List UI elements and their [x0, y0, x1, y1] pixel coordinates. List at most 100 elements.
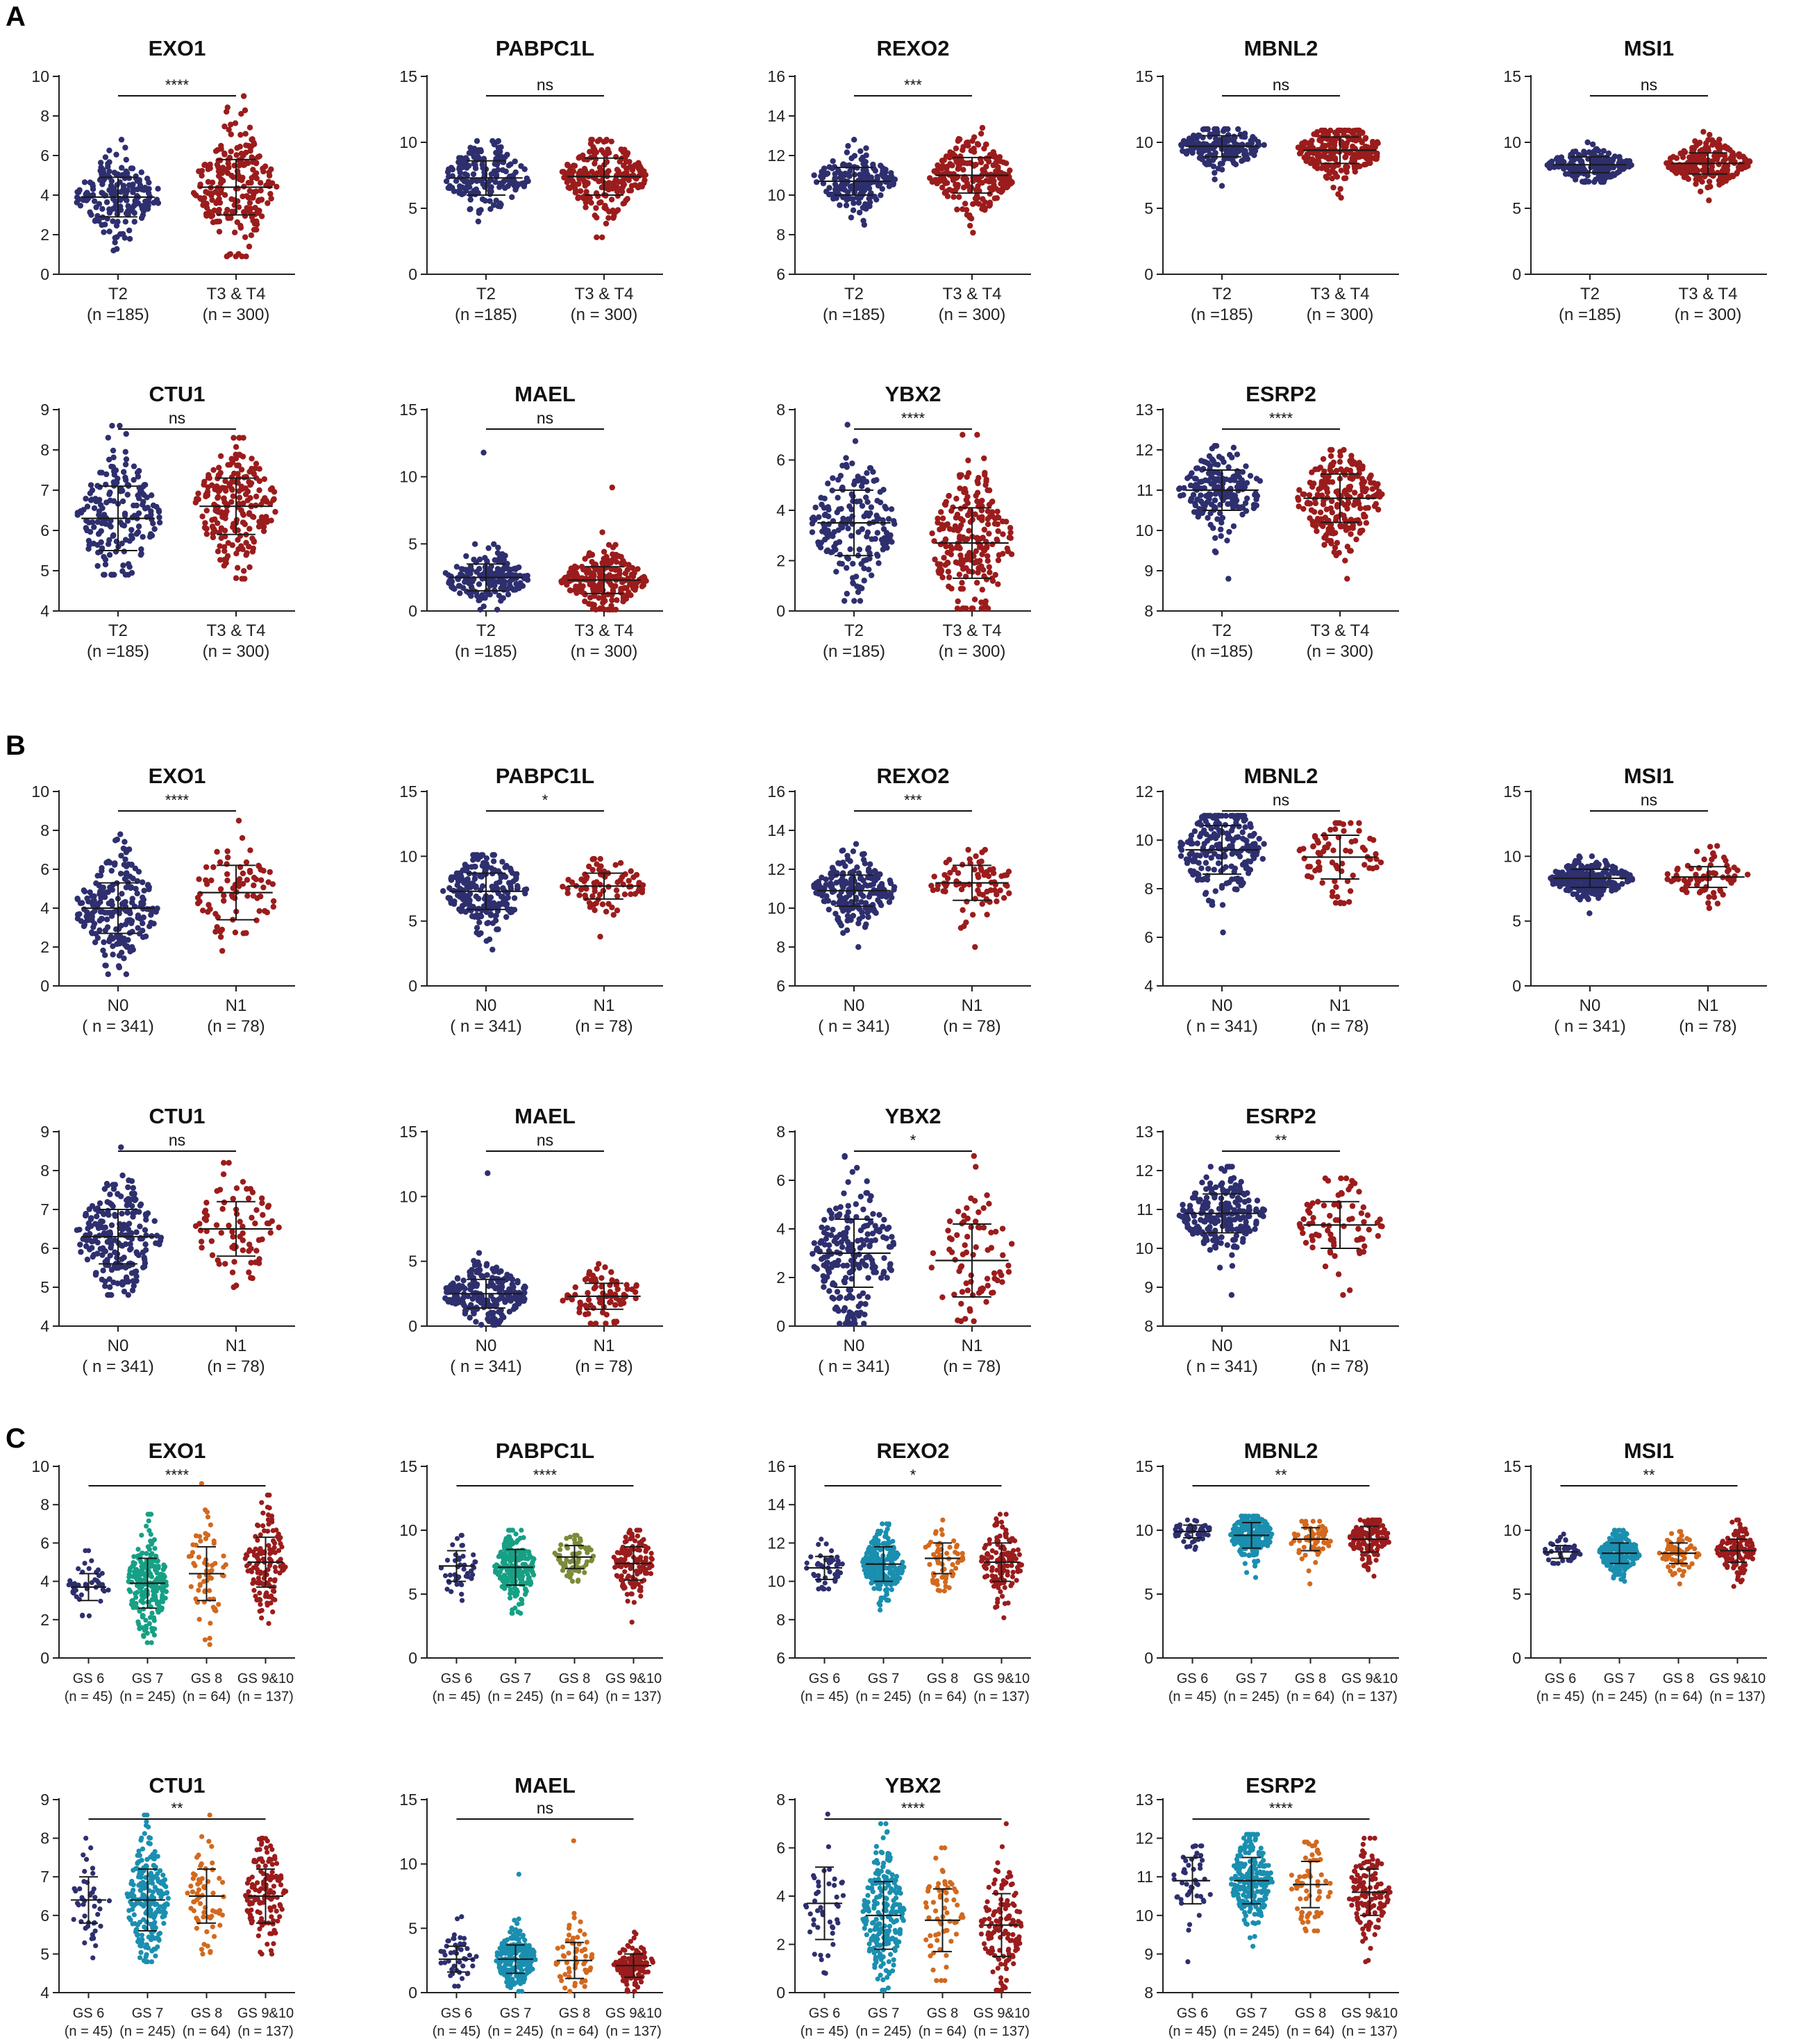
- data-point: [582, 555, 588, 562]
- y-tick-label: 4: [40, 899, 49, 917]
- y-tick-label: 15: [399, 401, 417, 419]
- data-point: [140, 879, 146, 885]
- y-tick-label: 10: [31, 67, 49, 85]
- data-point: [870, 469, 876, 475]
- data-point: [460, 896, 466, 903]
- data-point: [824, 547, 831, 553]
- group-points-t2: [74, 137, 162, 253]
- data-point: [144, 175, 151, 182]
- data-point: [974, 478, 980, 485]
- data-point: [1318, 485, 1324, 491]
- data-point: [445, 185, 451, 191]
- y-tick-label: 14: [767, 107, 785, 125]
- data-point: [217, 859, 224, 866]
- data-point: [99, 221, 105, 228]
- data-point: [632, 182, 638, 188]
- data-point: [974, 140, 981, 147]
- data-point: [1716, 161, 1722, 167]
- data-point: [224, 848, 231, 855]
- data-point: [105, 971, 111, 978]
- data-point: [474, 569, 480, 575]
- data-point: [96, 882, 103, 889]
- data-point: [1734, 169, 1741, 176]
- data-point: [621, 200, 628, 206]
- data-point: [265, 200, 271, 206]
- x-tick-label: T2: [844, 285, 864, 303]
- data-point: [861, 578, 867, 584]
- data-point: [841, 598, 848, 604]
- data-point: [589, 169, 595, 175]
- data-point: [120, 562, 126, 569]
- data-point: [219, 165, 226, 171]
- y-tick-label: 8: [40, 821, 49, 839]
- data-point: [603, 908, 610, 915]
- data-point: [142, 202, 149, 208]
- data-point: [256, 907, 262, 914]
- data-point: [231, 435, 237, 441]
- data-point: [1261, 142, 1267, 149]
- data-point: [192, 499, 199, 505]
- data-point: [243, 474, 249, 480]
- data-point: [590, 855, 597, 862]
- data-point: [471, 541, 478, 547]
- data-point: [480, 176, 486, 183]
- data-point: [1359, 480, 1365, 487]
- data-point: [253, 502, 259, 509]
- data-point: [483, 866, 489, 873]
- data-point: [1349, 156, 1356, 162]
- data-point: [240, 519, 246, 526]
- data-point: [113, 151, 119, 158]
- x-tick-sample-size: (n = 300): [571, 305, 638, 324]
- data-point: [140, 499, 146, 505]
- y-tick-label: 2: [776, 552, 785, 570]
- data-point: [944, 169, 950, 175]
- data-point: [484, 920, 490, 927]
- x-tick-label: T2: [476, 285, 496, 303]
- data-point: [234, 564, 241, 571]
- data-point: [1725, 174, 1732, 181]
- data-point: [816, 542, 822, 548]
- data-point: [105, 435, 112, 441]
- data-point: [985, 521, 991, 528]
- data-point: [974, 432, 980, 438]
- significance-label: ****: [901, 410, 925, 427]
- data-point: [249, 548, 256, 555]
- data-point: [994, 514, 1001, 521]
- data-point: [964, 553, 971, 559]
- data-point: [1348, 531, 1354, 537]
- data-point: [1000, 531, 1006, 537]
- data-point: [1325, 142, 1332, 149]
- data-point: [140, 894, 146, 900]
- data-point: [583, 179, 589, 186]
- data-point: [108, 867, 115, 874]
- data-point: [847, 546, 853, 553]
- y-tick-label: 8: [1144, 880, 1153, 898]
- data-point: [844, 564, 850, 571]
- data-point: [256, 478, 263, 485]
- data-point: [1184, 475, 1191, 482]
- data-point: [84, 527, 90, 534]
- data-point: [1598, 178, 1605, 185]
- data-point: [467, 206, 474, 212]
- x-tick-sample-size: (n =185): [823, 642, 885, 661]
- data-point: [843, 455, 849, 461]
- data-point: [110, 218, 116, 224]
- data-point: [978, 159, 985, 166]
- data-point: [830, 475, 836, 481]
- data-point: [138, 169, 144, 176]
- y-tick-label: 6: [776, 451, 785, 469]
- data-point: [829, 487, 835, 494]
- data-point: [100, 947, 106, 954]
- data-point: [1218, 533, 1224, 539]
- data-point: [866, 185, 873, 192]
- data-point: [1337, 185, 1343, 192]
- data-point: [482, 595, 488, 601]
- data-point: [106, 187, 112, 193]
- data-point: [260, 867, 267, 874]
- x-tick-label: T2: [1212, 285, 1232, 303]
- data-point: [960, 144, 966, 150]
- data-point: [490, 202, 497, 208]
- data-point: [603, 158, 610, 165]
